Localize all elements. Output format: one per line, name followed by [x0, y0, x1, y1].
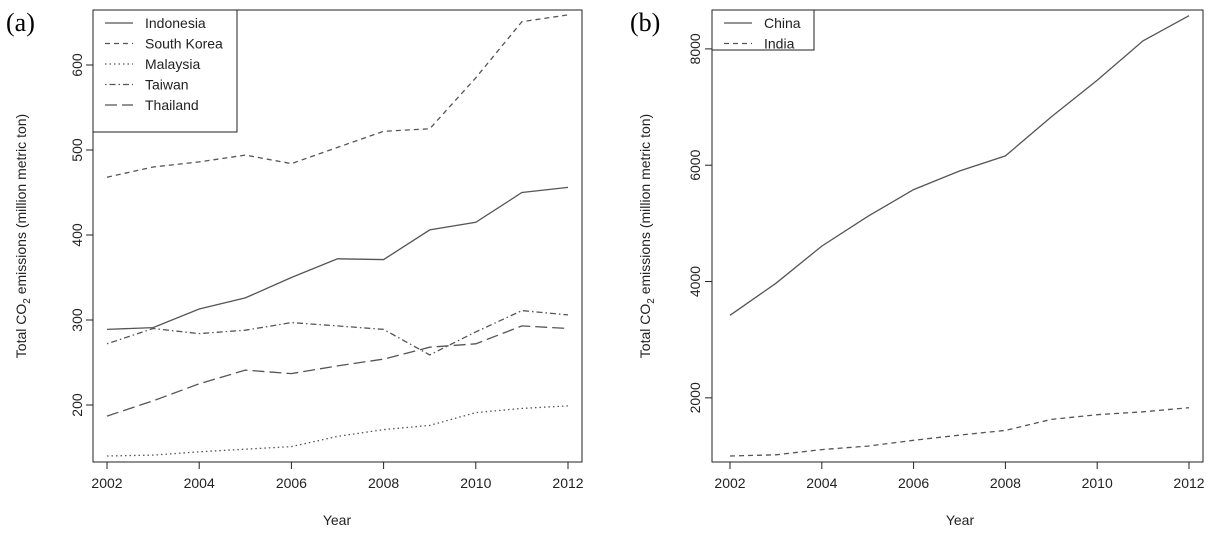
legend-entry: Thailand	[145, 97, 199, 113]
x-tick-label: 2010	[460, 475, 491, 491]
x-tick-label: 2008	[368, 475, 399, 491]
panel-label: (a)	[6, 8, 35, 37]
series-line-taiwan	[106, 309, 569, 356]
x-axis-label: Year	[946, 512, 975, 528]
x-axis-label: Year	[323, 512, 352, 528]
x-tick-label: 2006	[898, 475, 929, 491]
x-tick-label: 2002	[714, 475, 745, 491]
y-tick-label: 8000	[687, 33, 703, 64]
x-tick-label: 2012	[1173, 475, 1204, 491]
panel-label: (b)	[630, 8, 660, 37]
series-line-malaysia	[106, 405, 569, 457]
x-tick-label: 2008	[990, 475, 1021, 491]
legend: Indonesia South Korea Malaysia Taiwan Thaila…	[92, 9, 238, 133]
y-tick-label: 600	[69, 53, 85, 77]
x-tick-label: 2010	[1082, 475, 1113, 491]
plot-frame	[711, 9, 1204, 463]
series-line-south-korea	[106, 14, 569, 178]
plot-frame	[92, 9, 583, 463]
x-tick-label: 2006	[276, 475, 307, 491]
y-tick-label: 200	[69, 393, 85, 417]
legend-entry: India	[764, 36, 795, 52]
legend-entry: Malaysia	[145, 56, 200, 72]
chart-panel-1: (a) 2002 2004 2006 2008 2010 2012 200 300 400 500 6…	[6, 8, 584, 528]
y-axis-label: Total CO2 emissions (million metric ton)	[637, 114, 657, 358]
series-line-indonesia	[106, 186, 569, 331]
legend-entry: South Korea	[145, 36, 223, 52]
y-tick-label: 400	[69, 223, 85, 247]
chart-panel-2: (b) 2002 2004 2006 2008 2010 2012 2000 4000 6000 8…	[630, 8, 1205, 528]
legend: China India	[711, 9, 815, 52]
y-axis-label: Total CO2 emissions (million metric ton)	[13, 114, 33, 358]
x-tick-label: 2004	[184, 475, 215, 491]
x-tick-label: 2012	[552, 475, 583, 491]
series-line-thailand	[106, 325, 569, 417]
y-tick-label: 4000	[687, 266, 703, 297]
legend-entry: Indonesia	[145, 15, 206, 31]
x-tick-label: 2004	[806, 475, 837, 491]
y-tick-label: 300	[69, 308, 85, 332]
y-tick-label: 500	[69, 138, 85, 162]
series-line-china	[729, 15, 1190, 316]
y-tick-label: 2000	[687, 382, 703, 413]
y-tick-label: 6000	[687, 149, 703, 180]
legend-box	[92, 9, 238, 133]
x-tick-label: 2002	[91, 475, 122, 491]
series-line-india	[729, 407, 1190, 457]
legend-entry: Taiwan	[145, 77, 189, 93]
legend-entry: China	[764, 15, 801, 31]
